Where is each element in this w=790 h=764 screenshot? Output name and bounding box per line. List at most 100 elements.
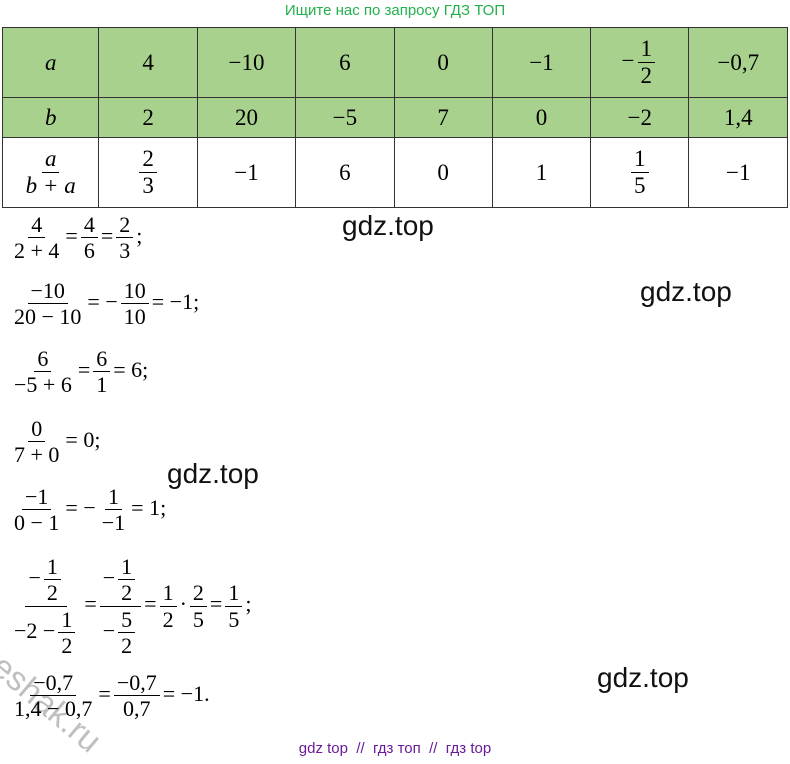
fraction: −10 20 − 10 xyxy=(11,278,84,330)
table-body: a 4 −10 6 0 −1−1 2 −0,7 b 2 20 −5 7 0 −2 1,4 a b + a 2 3 −1 6… xyxy=(1,27,788,208)
denominator: 0 − 1 xyxy=(11,510,62,535)
math-text: 4 xyxy=(31,212,43,237)
table-cell: 4 xyxy=(98,27,198,98)
math-text: − xyxy=(102,617,116,643)
fraction: −0,7 0,7 xyxy=(113,670,160,722)
fraction: −1 2 −2 −1 2 xyxy=(11,554,81,658)
math-text: 1 xyxy=(96,372,108,398)
math-text: −1 xyxy=(725,159,751,185)
math-text: 2 xyxy=(46,580,58,606)
numerator: −1 2 xyxy=(99,554,142,607)
math-text: 0 xyxy=(437,49,449,75)
math-text: = xyxy=(100,222,114,248)
numerator: 1 xyxy=(43,554,61,581)
math-text: = 6; xyxy=(113,356,149,382)
fraction: −1 0 − 1 xyxy=(11,484,62,536)
denominator: −2 −1 2 xyxy=(11,607,81,659)
math-text: · xyxy=(179,591,187,617)
math-text: 2 xyxy=(61,632,73,658)
math-text: 2 xyxy=(121,580,133,606)
math-text: −0,7 xyxy=(116,670,157,695)
table: a 4 −10 6 0 −1−1 2 −0,7 b 2 20 −5 7 0 −2 1,4 a b + a 2 3 −1 6… xyxy=(1,27,788,208)
numerator: 1 xyxy=(104,484,122,511)
numerator: a xyxy=(41,146,60,173)
math-text: 7 xyxy=(437,104,449,130)
denominator: −5 2 xyxy=(100,607,141,659)
math-text: 6 xyxy=(339,159,351,185)
table-cell: 0 xyxy=(491,97,592,138)
watermark: gdz.top xyxy=(597,662,689,693)
math-text: = xyxy=(209,591,223,617)
fraction: 1 −1 xyxy=(99,484,128,536)
math-text: 6 xyxy=(83,238,95,264)
denominator: 2 xyxy=(118,580,135,605)
math-text: = −1. xyxy=(162,680,210,706)
math-text: 1 xyxy=(640,35,653,61)
table-cell: 2 xyxy=(98,97,198,138)
table-cell: 20 xyxy=(196,97,297,138)
math-text: 1 xyxy=(46,554,58,579)
math-text: 1 xyxy=(107,484,119,509)
math-text: 1 xyxy=(535,159,548,185)
denominator: 1 xyxy=(93,372,110,397)
math-text: 0,7 xyxy=(123,696,151,722)
table-cell: 0 xyxy=(393,27,493,98)
denominator: 2 + 4 xyxy=(11,238,62,263)
math-text: 4 xyxy=(83,212,95,237)
math-text: −10 xyxy=(228,49,265,75)
math-text: 1 xyxy=(634,145,646,171)
denominator: 5 xyxy=(190,607,207,632)
table-cell: −1 xyxy=(491,27,592,98)
denominator: 7 + 0 xyxy=(11,442,62,467)
denominator: 5 xyxy=(225,607,242,632)
math-text: 20 − 10 xyxy=(14,304,82,330)
math-text: 2 xyxy=(162,606,174,632)
table-cell: −1 xyxy=(688,137,788,208)
numerator: 4 xyxy=(28,212,46,239)
fraction: 10 10 xyxy=(120,278,149,330)
math-text: 5 xyxy=(192,606,204,632)
math-text: = −1; xyxy=(151,288,200,314)
watermark: gdz.top xyxy=(167,458,259,489)
header: Ищите нас по запросу ГДЗ ТОП xyxy=(284,2,506,19)
math-text: = xyxy=(144,591,157,617)
math-text: 2 xyxy=(142,104,154,130)
numerator: −0,7 xyxy=(113,670,160,697)
math-text: 2 xyxy=(142,145,154,171)
table-cell: a xyxy=(1,27,100,98)
math-text: −1 xyxy=(25,484,49,509)
math-text: = xyxy=(77,356,91,382)
math-text: 6 xyxy=(339,49,351,75)
numerator: 5 xyxy=(118,607,136,633)
math-text: 7 + 0 xyxy=(14,442,60,468)
math-text: 2 xyxy=(121,632,133,658)
math-text: 1,4 xyxy=(723,104,753,130)
math-text: 3 xyxy=(119,238,131,264)
math-text: b xyxy=(44,104,57,130)
math-text: = 0; xyxy=(65,426,101,452)
math-text: = 1; xyxy=(131,494,167,520)
math-text: 0 − 1 xyxy=(14,510,60,536)
numerator: −0,7 xyxy=(30,670,77,697)
denominator: 2 xyxy=(160,607,177,632)
numerator: 1 xyxy=(225,580,243,607)
math-text: −0,7 xyxy=(717,49,760,75)
numerator: −1 2 xyxy=(25,554,67,607)
math-text: = xyxy=(98,680,111,706)
math-text: 6 xyxy=(37,346,49,371)
denominator: 20 − 10 xyxy=(11,304,84,329)
math-text: ; xyxy=(245,591,252,617)
table-cell: 6 xyxy=(295,137,395,208)
footer: gdz top // гдз топ // гдз top xyxy=(298,740,492,757)
fraction: 6 −5 + 6 xyxy=(11,346,75,398)
solution-line: −1 0 − 1 = −1 −1 = 1; xyxy=(8,484,166,536)
denominator: 10 xyxy=(121,304,149,329)
table-cell: 1 xyxy=(491,137,592,208)
